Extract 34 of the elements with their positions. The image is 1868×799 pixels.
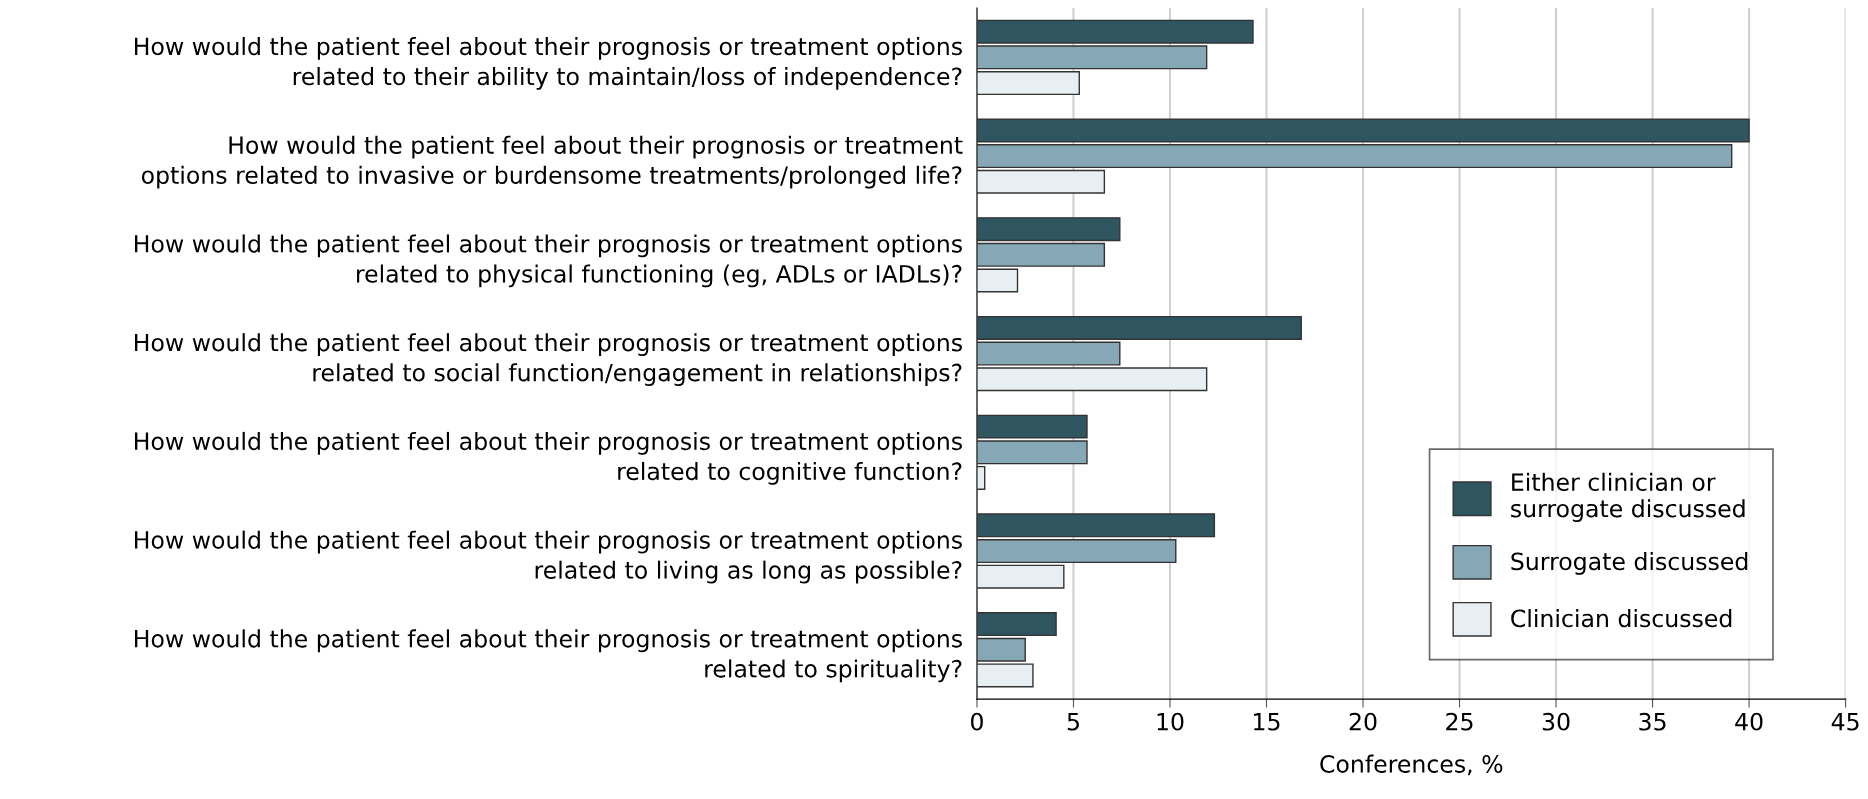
bar (976, 217, 1121, 242)
x-tick-label: 45 (1831, 713, 1859, 731)
bar (976, 144, 1733, 169)
y-tick-label: How would the patient feel about their prognosis or treatment options related to social function/engagement in relationships? (135, 333, 962, 387)
bar (976, 612, 1057, 637)
x-tick-label: 35 (1639, 712, 1666, 731)
y-tick-label: How would the patient feel about their prognosis or treatment options related to physical functioning (eg, ADLs or IADLs)? (135, 234, 962, 288)
x-axis-title: Conferences, % (1320, 754, 1503, 776)
legend-label: Either clinician or surrogate discussed (1511, 472, 1745, 523)
x-tick-label: 15 (1254, 713, 1280, 731)
bar (976, 539, 1177, 564)
y-tick-label: How would the patient feel about their prognosis or treatment options related to invasive or burdensome treatments/prolonged life? (141, 135, 963, 189)
x-tick-label: 10 (1157, 712, 1184, 731)
legend-label: Surrogate discussed (1511, 552, 1748, 575)
bar (976, 315, 1302, 340)
bar (976, 169, 1106, 194)
y-tick-label: How would the patient feel about their prognosis or treatment options related to cognitive function? (135, 431, 962, 485)
bar (976, 118, 1750, 143)
y-tick-label: How would the patient feel about their prognosis or treatment options related to spirituality? (135, 629, 962, 683)
bar (976, 71, 1080, 96)
bar (976, 513, 1216, 538)
x-tick-label: 25 (1446, 712, 1473, 731)
bar (976, 465, 986, 490)
bar (976, 268, 1019, 293)
x-tick-label: 5 (1067, 713, 1079, 731)
bar (976, 242, 1106, 267)
y-tick-label: How would the patient feel about their prognosis or treatment options related to living as long as possible? (135, 530, 962, 584)
y-tick-label: How would the patient feel about their prognosis or treatment options related to their ability to maintain/loss of independence? (135, 36, 962, 90)
bar (976, 564, 1065, 589)
x-tick-label: 20 (1349, 712, 1377, 731)
x-tick-label: 40 (1735, 712, 1763, 731)
x-tick-label: 30 (1542, 712, 1570, 731)
legend-label: Clinician discussed (1511, 609, 1732, 628)
x-tick-label: 0 (971, 712, 983, 731)
